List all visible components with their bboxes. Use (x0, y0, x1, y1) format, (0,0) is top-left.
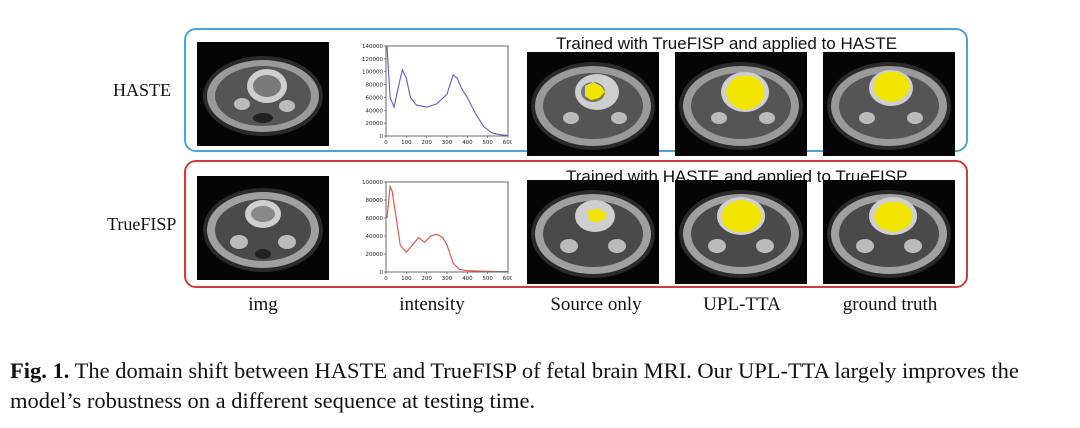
y-tick-label: 100000 (362, 180, 383, 186)
x-tick-label: 400 (462, 140, 473, 146)
column-label-source-only: Source only (550, 294, 642, 315)
haste-intensity-histogram: 0 20000 40000 60000 80000 100000 120000 140000 0… (354, 40, 512, 148)
truefisp-source-only (527, 180, 659, 284)
haste-ground-truth (823, 52, 955, 156)
row-label-haste: HASTE (113, 80, 171, 100)
column-label-img: img (248, 294, 278, 315)
x-tick-label: 100 (401, 140, 412, 146)
y-tick-label: 80000 (366, 198, 384, 204)
y-tick-label: 140000 (362, 44, 383, 50)
y-tick-label: 20000 (366, 252, 384, 258)
x-tick-label: 0 (384, 140, 388, 146)
row-label-truefisp: TrueFISP (107, 214, 177, 234)
y-tick-label: 60000 (366, 95, 384, 101)
y-tick-label: 60000 (366, 216, 384, 222)
intensity-line (386, 184, 508, 273)
x-tick-label: 600 (503, 140, 512, 146)
x-tick-label: 200 (421, 276, 432, 282)
truefisp-upl-tta (675, 180, 807, 284)
y-tick-label: 0 (380, 134, 384, 140)
intensity-line (386, 45, 509, 136)
y-tick-label: 40000 (366, 234, 384, 240)
column-label-intensity: intensity (399, 294, 465, 315)
x-tick-label: 500 (482, 276, 493, 282)
haste-panel-title: Trained with TrueFISP and applied to HAS… (556, 34, 898, 53)
truefisp-ground-truth (823, 180, 955, 284)
column-label-upl-tta: UPL-TTA (703, 294, 781, 315)
caption-text: The domain shift between HASTE and TrueF… (10, 358, 1019, 413)
x-tick-label: 0 (384, 276, 388, 282)
y-tick-label: 0 (380, 270, 384, 276)
y-tick-label: 80000 (366, 83, 384, 89)
x-tick-label: 200 (421, 140, 432, 146)
y-tick-label: 120000 (362, 57, 383, 63)
haste-img (197, 42, 329, 146)
x-tick-label: 400 (462, 276, 473, 282)
x-tick-label: 300 (442, 140, 453, 146)
y-tick-label: 40000 (366, 108, 384, 114)
figure-caption: Fig. 1. The domain shift between HASTE a… (10, 356, 1072, 416)
x-tick-label: 500 (482, 140, 493, 146)
y-tick-label: 20000 (366, 121, 384, 127)
figure-label: Fig. 1. (10, 358, 70, 383)
haste-source-only (527, 52, 659, 156)
truefisp-intensity-histogram: 0 20000 40000 60000 80000 100000 0 100 200 300 400… (354, 176, 512, 284)
x-tick-label: 100 (401, 276, 412, 282)
truefisp-img (197, 176, 329, 280)
plot-frame (385, 181, 509, 273)
x-tick-label: 300 (442, 276, 453, 282)
column-label-ground-truth: ground truth (842, 294, 938, 315)
y-tick-label: 100000 (362, 70, 383, 76)
haste-upl-tta (675, 52, 807, 156)
plot-frame (385, 45, 509, 137)
x-tick-label: 600 (503, 276, 512, 282)
